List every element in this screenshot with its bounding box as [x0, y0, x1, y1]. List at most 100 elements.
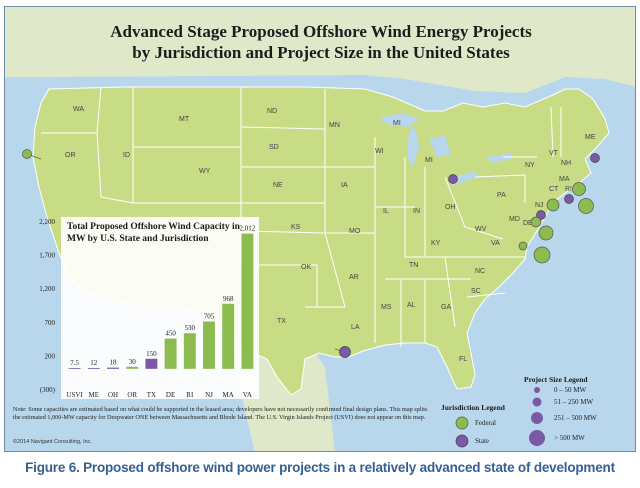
state-label: ME	[585, 134, 596, 141]
state-label: WI	[375, 148, 384, 155]
legend-federal-label: Federal	[475, 419, 496, 427]
jurisdiction-legend-title: Jurisdiction Legend	[441, 403, 505, 412]
state-label: GA	[441, 304, 451, 311]
state-label: LA	[351, 324, 360, 331]
state-label: OK	[301, 264, 311, 271]
state-label: SC	[471, 288, 481, 295]
project-markers	[22, 149, 600, 358]
state-label: MD	[509, 216, 520, 223]
size-legend-label: 0 – 50 MW	[554, 386, 587, 394]
size-swatch-xlarge	[529, 430, 545, 446]
state-label: AL	[407, 302, 416, 309]
bar-value-label: 450	[165, 330, 176, 338]
bar-value-label: 18	[110, 359, 118, 367]
bar-ri	[183, 333, 196, 369]
category-label: USVI	[66, 391, 83, 399]
state-label: TX	[277, 318, 286, 325]
bar-de	[164, 338, 177, 369]
project-marker-ma-2	[578, 198, 594, 214]
project-marker-nj-state	[536, 210, 546, 220]
bar-oh	[107, 367, 119, 369]
state-label: MS	[381, 304, 392, 311]
state-label: FL	[459, 356, 467, 363]
state-label: MI	[393, 120, 401, 127]
category-label: OH	[108, 391, 118, 399]
category-label: OR	[127, 391, 137, 399]
state-label: MN	[329, 122, 340, 129]
state-label: VT	[549, 150, 559, 157]
lake-michigan	[407, 127, 419, 167]
state-label: WA	[73, 106, 84, 113]
bar-me	[87, 368, 100, 369]
size-swatch-small	[534, 387, 540, 393]
state-borders	[41, 86, 562, 347]
bar-value-label: 7.5	[70, 359, 79, 367]
lake-ontario	[487, 153, 511, 163]
bar-nj	[203, 321, 215, 369]
jurisdiction-legend-swatches	[455, 416, 469, 448]
chart-note: Note: Some capacities are estimated base…	[13, 406, 428, 422]
size-legend-label: > 500 MW	[554, 434, 585, 442]
size-legend-title: Project Size Legend	[524, 375, 588, 384]
chart-title: Total Proposed Offshore Wind Capacity in…	[67, 222, 240, 244]
title-line-2: by Jurisdiction and Project Size in the …	[132, 43, 510, 62]
bar-ma	[222, 303, 235, 369]
bar-value-label: 150	[146, 350, 157, 358]
category-label: MA	[223, 391, 234, 399]
project-marker-or	[22, 149, 32, 159]
y-tick-label: 2,200	[39, 218, 55, 226]
state-label: IL	[383, 208, 389, 215]
state-label: NC	[475, 268, 485, 275]
category-label: RI	[186, 391, 194, 399]
category-label: VA	[243, 391, 252, 399]
state-swatch	[455, 434, 469, 448]
bar-value-label: 12	[90, 359, 98, 367]
state-label: NH	[561, 160, 571, 167]
state-label: SD	[269, 144, 279, 151]
y-tick-label: 700	[45, 319, 56, 327]
state-label: OH	[445, 204, 456, 211]
capacity-chart: (300) 200 700 1,200 1,700 2,200 7.5 USVI 12 ME 18…	[7, 213, 262, 403]
project-marker-nj	[538, 225, 554, 241]
capacity-chart-svg: (300) 200 700 1,200 1,700 2,200 7.5 USVI 12 ME 18…	[39, 217, 259, 399]
state-label: RI	[565, 186, 572, 193]
figure-caption: Figure 6. Proposed offshore wind power p…	[25, 460, 615, 475]
state-label: OR	[65, 152, 76, 159]
bar-tx	[145, 358, 158, 369]
project-marker-oh	[448, 174, 458, 184]
project-marker-va	[533, 246, 551, 264]
category-label: ME	[89, 391, 100, 399]
size-legend-label: 51 – 250 MW	[554, 398, 594, 406]
lake-huron	[429, 135, 451, 157]
category-label: NJ	[205, 391, 213, 399]
size-swatch-large	[531, 412, 543, 424]
project-marker-me	[590, 153, 600, 163]
bar-value-label: 530	[185, 324, 196, 332]
project-marker-ri	[546, 198, 560, 212]
lake-superior	[379, 113, 419, 127]
bar-usvi	[68, 368, 81, 369]
state-label: DE	[523, 220, 533, 227]
bar-value-label: 968	[223, 295, 234, 303]
y-tick-label: (300)	[40, 386, 56, 394]
bar-value-label: 705	[204, 312, 215, 320]
title-line-1: Advanced Stage Proposed Offshore Wind En…	[110, 22, 532, 41]
state-label: WY	[199, 168, 211, 175]
map-frame: WA OR ID MT WY ND SD NE MN WI MI MI IA I…	[4, 6, 636, 452]
state-label: MA	[559, 176, 570, 183]
project-marker-va-2	[518, 241, 528, 251]
y-tick-label: 200	[45, 352, 56, 360]
project-marker-de	[530, 216, 542, 228]
state-label: IA	[341, 182, 348, 189]
state-labels: WA OR ID MT WY ND SD NE MN WI MI MI IA I…	[65, 106, 596, 363]
state-label: NE	[273, 182, 283, 189]
state-label: AR	[349, 274, 359, 281]
canada	[5, 7, 635, 93]
state-label: MT	[179, 116, 190, 123]
y-tick-label: 1,700	[39, 252, 55, 260]
state-label: PA	[497, 192, 506, 199]
state-label: NJ	[535, 202, 544, 209]
size-legend-label: 251 – 500 MW	[554, 414, 597, 422]
project-marker-ma	[572, 182, 586, 196]
y-tick-label: 1,200	[39, 285, 55, 293]
